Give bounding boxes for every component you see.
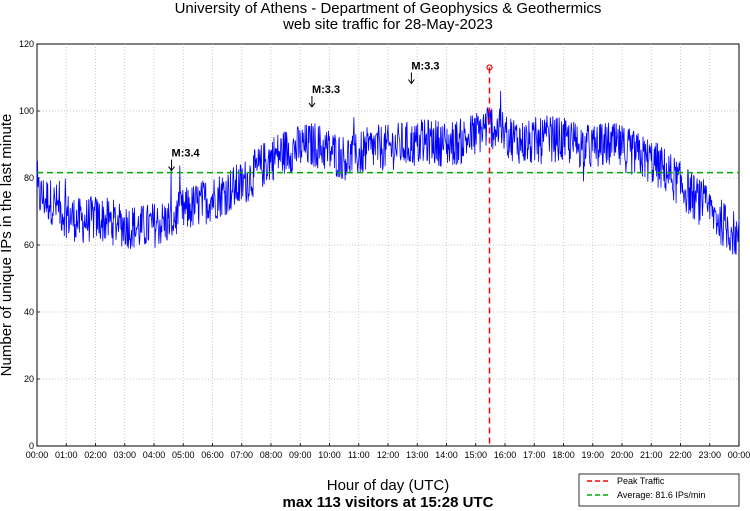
- horizontal-grid: [37, 110, 739, 380]
- x-tick-label: 22:00: [669, 450, 692, 460]
- peak-marker: [486, 64, 493, 71]
- x-tick-label: 10:00: [318, 450, 341, 460]
- x-tick-label: 00:00: [26, 450, 49, 460]
- y-tick-label: 100: [19, 106, 34, 116]
- annotation-label: M:3.3: [312, 84, 340, 96]
- x-tick-label: 09:00: [289, 450, 312, 460]
- earthquake-annotations: M:3.4 M:3.3 M:3.3: [168, 61, 440, 172]
- annotation-label: M:3.3: [411, 61, 439, 73]
- legend-peak-label: Peak Traffic: [617, 476, 665, 486]
- x-tick-label: 21:00: [640, 450, 663, 460]
- chart-title: University of Athens - Department of Geo…: [175, 0, 602, 17]
- x-axis-ticks: 00:00 01:00 02:00 03:00 04:00 05:00 06:00 07:00…: [26, 443, 750, 460]
- annotation-label: M:3.4: [172, 148, 201, 160]
- x-tick-label: 14:00: [435, 450, 458, 460]
- annotation-arrowhead: [308, 102, 316, 108]
- x-tick-label: 08:00: [260, 450, 283, 460]
- annotation-arrowhead: [168, 166, 175, 172]
- y-tick-label: 0: [29, 441, 34, 451]
- y-tick-label: 80: [24, 173, 34, 183]
- legend-box: [578, 473, 740, 507]
- x-tick-label: 23:00: [698, 450, 721, 460]
- x-tick-label: 04:00: [143, 450, 166, 460]
- x-tick-label: 02:00: [84, 450, 107, 460]
- x-tick-label: 00:00: [728, 450, 750, 460]
- x-tick-label: 13:00: [406, 450, 429, 460]
- x-tick-label: 01:00: [55, 450, 78, 460]
- x-tick-label: 07:00: [230, 450, 253, 460]
- legend: Peak Traffic Average: 81.6 IPs/min: [578, 473, 740, 507]
- x-tick-label: 17:00: [523, 450, 546, 460]
- x-tick-label: 11:00: [348, 450, 370, 460]
- chart-subtitle: web site traffic for 28-May-2023: [282, 16, 493, 33]
- x-tick-label: 03:00: [113, 450, 136, 460]
- x-tick-label: 06:00: [201, 450, 224, 460]
- x-tick-label: 19:00: [581, 450, 604, 460]
- x-tick-label: 16:00: [494, 450, 517, 460]
- x-tick-label: 18:00: [552, 450, 575, 460]
- max-visitors-note: max 113 visitors at 15:28 UTC: [283, 494, 494, 511]
- y-tick-label: 40: [24, 307, 34, 317]
- y-axis-label: Number of unique IPs in the last minute: [0, 114, 15, 377]
- traffic-series-line: [36, 90, 740, 255]
- y-tick-label: 20: [24, 374, 34, 384]
- y-axis-ticks: 0 20 40 60 80 100 120: [19, 39, 40, 451]
- x-axis-label: Hour of day (UTC): [327, 477, 450, 494]
- plot-area: 00:00 01:00 02:00 03:00 04:00 05:00 06:00 07:00…: [19, 39, 750, 460]
- x-tick-label: 15:00: [464, 450, 487, 460]
- legend-average-label: Average: 81.6 IPs/min: [617, 490, 705, 500]
- x-tick-label: 12:00: [377, 450, 400, 460]
- y-tick-label: 60: [24, 240, 34, 250]
- y-tick-label: 120: [19, 39, 34, 49]
- x-tick-label: 20:00: [611, 450, 634, 460]
- x-tick-label: 05:00: [172, 450, 195, 460]
- annotation-arrowhead: [408, 79, 415, 85]
